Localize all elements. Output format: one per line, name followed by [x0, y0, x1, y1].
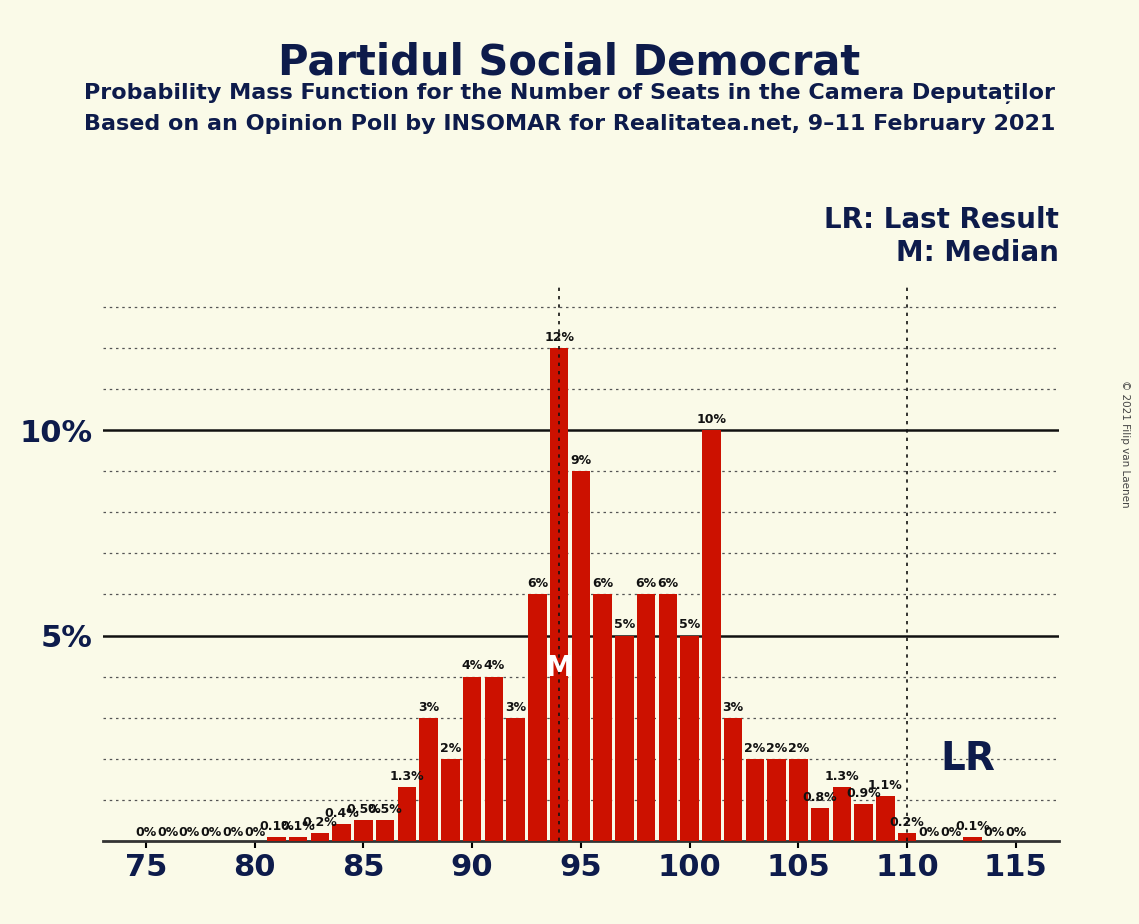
Bar [854, 804, 872, 841]
Text: 4%: 4% [461, 660, 483, 673]
Text: 1.3%: 1.3% [390, 771, 424, 784]
Text: 0%: 0% [222, 826, 244, 839]
Bar [507, 718, 525, 841]
Text: 6%: 6% [592, 578, 613, 590]
Text: © 2021 Filip van Laenen: © 2021 Filip van Laenen [1120, 380, 1130, 507]
Bar [724, 718, 743, 841]
Text: 3%: 3% [418, 700, 440, 713]
Bar [398, 787, 416, 841]
Text: 3%: 3% [505, 700, 526, 713]
Bar [898, 833, 916, 841]
Bar [528, 594, 547, 841]
Text: 9%: 9% [571, 454, 591, 468]
Bar [789, 759, 808, 841]
Bar [376, 821, 394, 841]
Text: 6%: 6% [636, 578, 657, 590]
Text: 0%: 0% [918, 826, 940, 839]
Text: 0.8%: 0.8% [803, 791, 837, 804]
Text: 4%: 4% [483, 660, 505, 673]
Text: 2%: 2% [744, 742, 765, 755]
Text: M: M [546, 654, 573, 682]
Text: 0%: 0% [200, 826, 222, 839]
Text: Probability Mass Function for the Number of Seats in the Camera Deputaților: Probability Mass Function for the Number… [84, 83, 1055, 104]
Text: M: Median: M: Median [896, 239, 1059, 267]
Bar [419, 718, 437, 841]
Bar [354, 821, 372, 841]
Bar [572, 471, 590, 841]
Bar [702, 431, 721, 841]
Text: 2%: 2% [765, 742, 787, 755]
Text: 0%: 0% [1005, 826, 1026, 839]
Text: 0%: 0% [136, 826, 157, 839]
Bar [441, 759, 460, 841]
Text: 1.1%: 1.1% [868, 779, 903, 792]
Bar [593, 594, 612, 841]
Text: 0.4%: 0.4% [325, 808, 359, 821]
Bar [333, 824, 351, 841]
Text: 0.5%: 0.5% [346, 803, 380, 816]
Bar [637, 594, 655, 841]
Text: 0.9%: 0.9% [846, 786, 880, 800]
Text: 0.1%: 0.1% [281, 820, 316, 833]
Text: 0.5%: 0.5% [368, 803, 402, 816]
Text: Partidul Social Democrat: Partidul Social Democrat [278, 42, 861, 83]
Text: 0%: 0% [940, 826, 961, 839]
Text: 5%: 5% [679, 618, 700, 631]
Text: 2%: 2% [440, 742, 461, 755]
Bar [289, 837, 308, 841]
Text: 0%: 0% [157, 826, 179, 839]
Bar [833, 787, 851, 841]
Text: 0.1%: 0.1% [259, 820, 294, 833]
Text: 12%: 12% [544, 331, 574, 344]
Bar [550, 348, 568, 841]
Text: 3%: 3% [722, 700, 744, 713]
Text: LR: Last Result: LR: Last Result [825, 206, 1059, 234]
Text: 0.2%: 0.2% [890, 816, 925, 829]
Bar [658, 594, 677, 841]
Bar [964, 837, 982, 841]
Text: 1.3%: 1.3% [825, 771, 859, 784]
Text: 5%: 5% [614, 618, 636, 631]
Bar [615, 636, 633, 841]
Bar [680, 636, 699, 841]
Text: Based on an Opinion Poll by INSOMAR for Realitatea.net, 9–11 February 2021: Based on an Opinion Poll by INSOMAR for … [84, 114, 1055, 134]
Text: 0.1%: 0.1% [954, 820, 990, 833]
Text: 0%: 0% [244, 826, 265, 839]
Bar [768, 759, 786, 841]
Text: 0%: 0% [983, 826, 1005, 839]
Text: 0.2%: 0.2% [303, 816, 337, 829]
Bar [311, 833, 329, 841]
Text: 0%: 0% [179, 826, 200, 839]
Bar [268, 837, 286, 841]
Bar [876, 796, 894, 841]
Text: LR: LR [941, 740, 995, 778]
Text: 6%: 6% [527, 578, 548, 590]
Bar [485, 676, 503, 841]
Bar [811, 808, 829, 841]
Bar [462, 676, 482, 841]
Bar [746, 759, 764, 841]
Text: 6%: 6% [657, 578, 679, 590]
Text: 10%: 10% [696, 413, 727, 426]
Text: 2%: 2% [788, 742, 809, 755]
